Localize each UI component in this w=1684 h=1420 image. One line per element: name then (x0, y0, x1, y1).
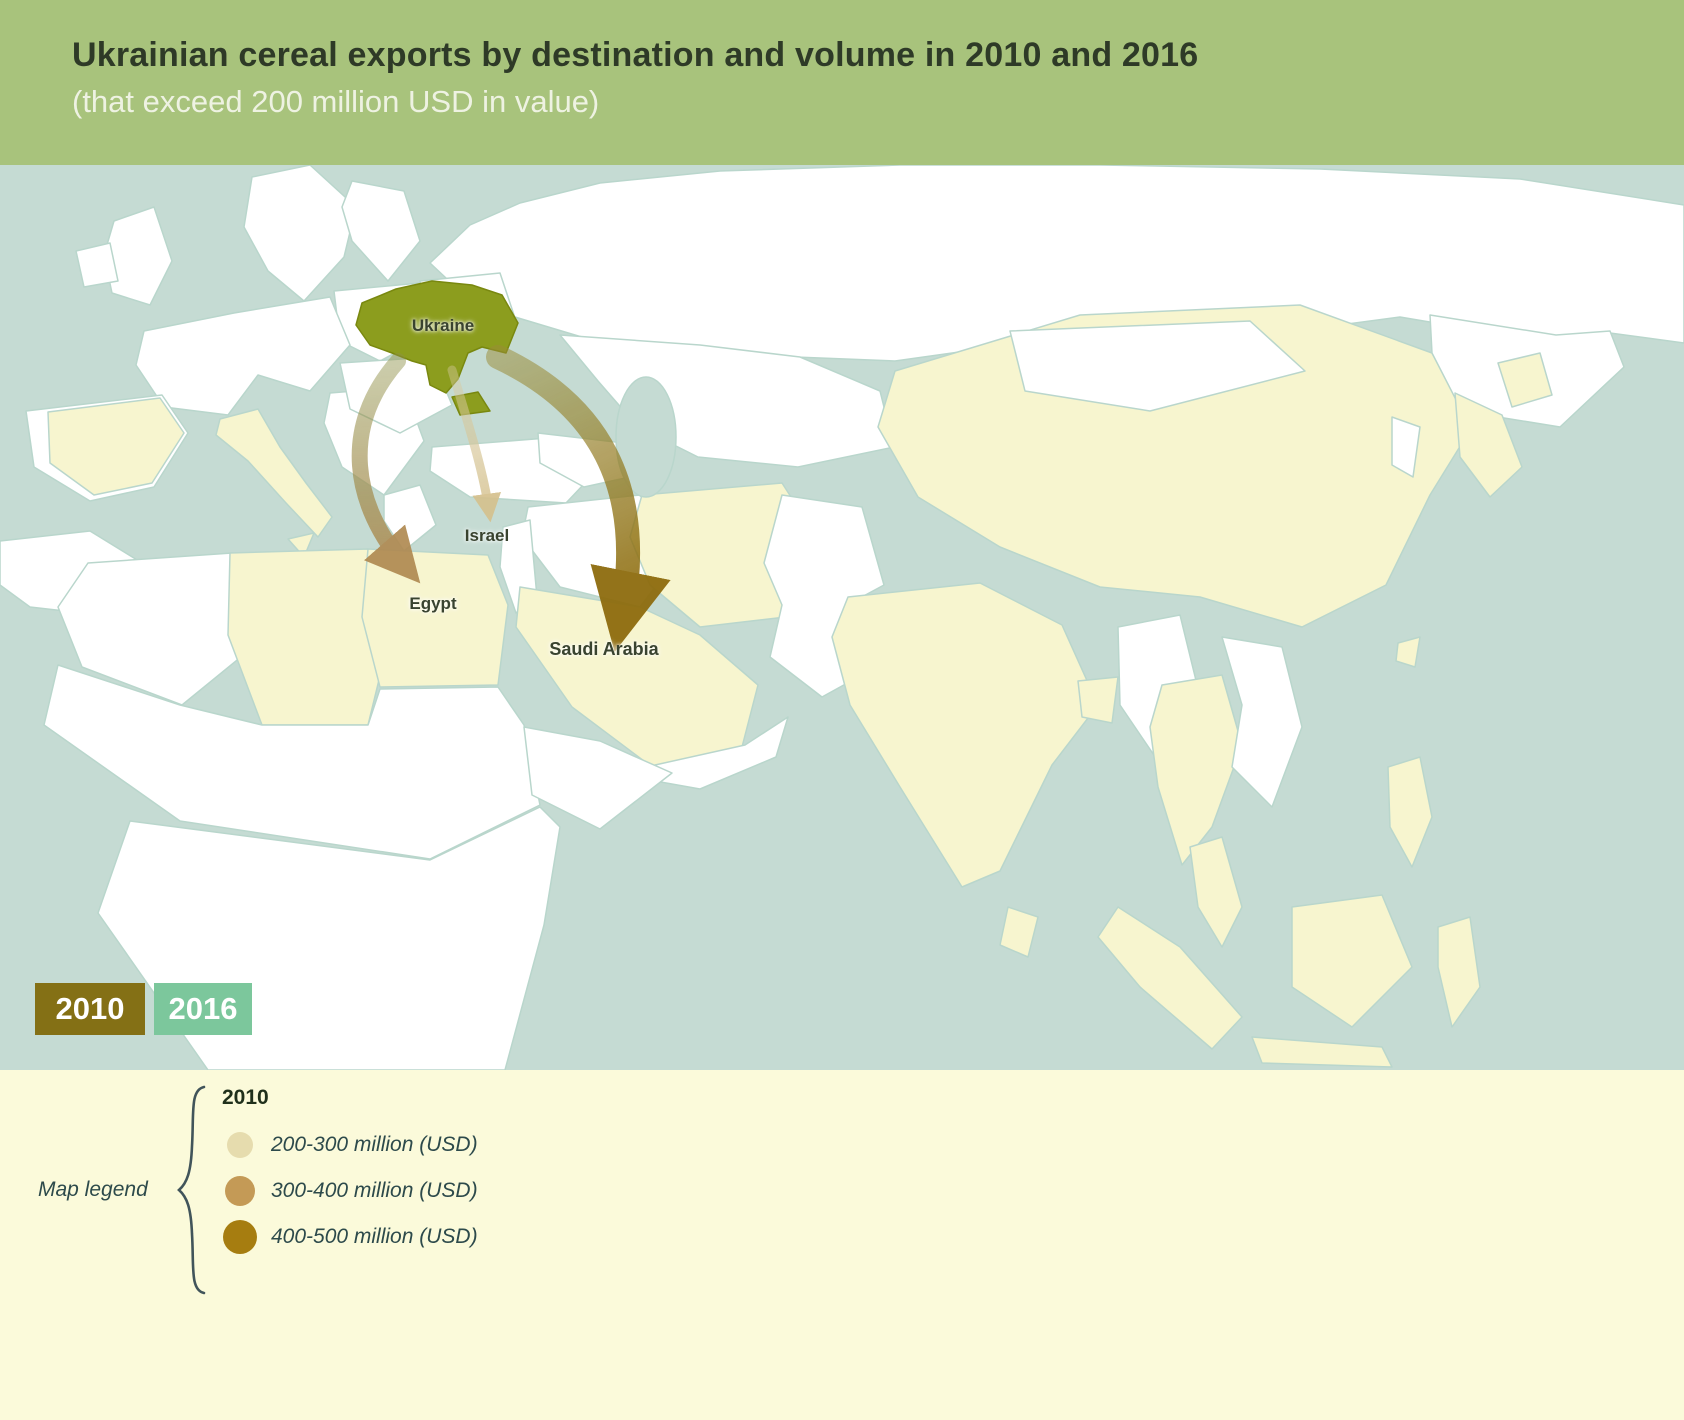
country-uk (103, 206, 173, 306)
world-map (0, 165, 1684, 1070)
country-sumatra (1097, 906, 1243, 1050)
legend-item-large: 400-500 million (USD) (222, 1214, 478, 1260)
year-2016-button[interactable]: 2016 (154, 983, 252, 1035)
country-taiwan (1395, 636, 1421, 668)
country-java (1251, 1036, 1393, 1068)
country-label-israel: Israel (464, 526, 510, 545)
country-italy (215, 408, 333, 538)
country-egypt (361, 548, 509, 688)
export-arrow-egypt (351, 353, 421, 584)
country-japan-north (1497, 352, 1553, 408)
country-thailand (1149, 674, 1243, 866)
year-toggle: 2010 2016 (35, 983, 252, 1035)
legend-brace (177, 1085, 206, 1295)
legend-group-title: 2010 (222, 1086, 269, 1109)
country-bangladesh (1077, 676, 1119, 724)
legend-circle-medium-icon (225, 1176, 255, 1206)
country-central-asia (559, 334, 895, 468)
country-malay-peninsula (1189, 836, 1243, 948)
country-horn-of-africa (523, 726, 673, 830)
country-india (831, 582, 1099, 888)
legend-item-small: 200-300 million (USD) (222, 1122, 478, 1168)
country-philippines (1387, 756, 1433, 868)
country-sri-lanka (999, 906, 1039, 958)
export-arrow-saudi-arabia (486, 345, 671, 653)
country-spain (47, 397, 185, 496)
country-central-europe (135, 296, 351, 416)
country-sahel (43, 664, 541, 860)
legend-item-label: 300-400 million (USD) (271, 1179, 478, 1202)
country-ireland (75, 242, 119, 288)
map-legend: Map legend 2010 200-300 million (USD) 30… (0, 1070, 1684, 1420)
country-mongolia (1009, 320, 1306, 412)
country-sicily (287, 532, 315, 558)
legend-item-label: 200-300 million (USD) (271, 1133, 478, 1156)
header: Ukrainian cereal exports by destination … (0, 0, 1684, 165)
country-indochina (1221, 636, 1303, 808)
legend-circle-large-icon (223, 1220, 257, 1254)
caspian-sea (615, 376, 677, 498)
legend-circle-small-icon (227, 1132, 253, 1158)
country-ukraine (355, 280, 519, 394)
country-borneo (1291, 894, 1413, 1028)
country-scandinavia (243, 165, 357, 302)
legend-caption: Map legend (38, 1178, 148, 1201)
country-label-ukraine: Ukraine (411, 316, 475, 335)
country-korea (1391, 416, 1421, 478)
export-arrow-israel (447, 365, 502, 523)
legend-body: 2010 200-300 million (USD) 300-400 milli… (222, 1086, 478, 1260)
year-2010-button[interactable]: 2010 (35, 983, 145, 1035)
map-area (0, 165, 1684, 1070)
country-libya (227, 548, 389, 726)
legend-item-label: 400-500 million (USD) (271, 1225, 478, 1248)
country-sulawesi (1437, 916, 1481, 1028)
page-title: Ukrainian cereal exports by destination … (72, 36, 1199, 74)
country-finland (341, 180, 421, 282)
country-label-saudi-arabia: Saudi Arabia (549, 639, 659, 659)
country-japan (1454, 392, 1523, 498)
country-label-egypt: Egypt (409, 594, 457, 613)
page-subtitle: (that exceed 200 million USD in value) (72, 84, 600, 119)
legend-item-medium: 300-400 million (USD) (222, 1168, 478, 1214)
